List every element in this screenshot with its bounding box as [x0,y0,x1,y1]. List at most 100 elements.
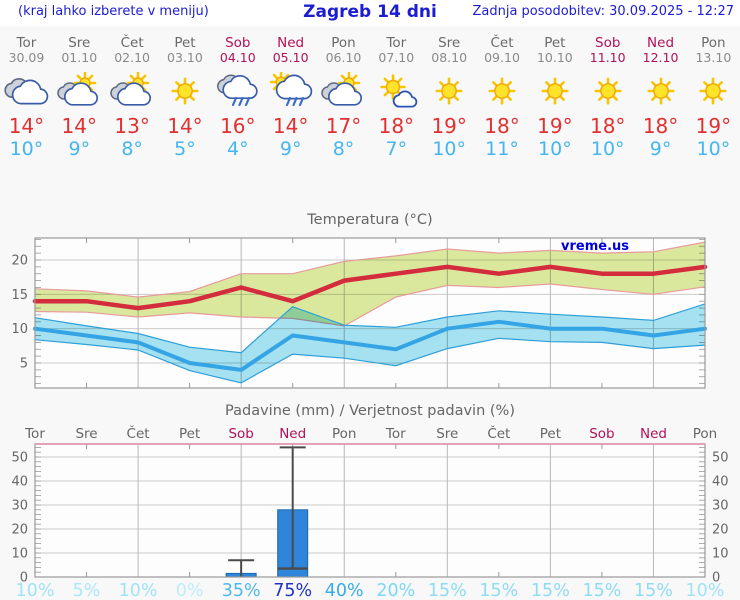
temperature-chart: 5 10 15 20 vreme.us [11,237,708,389]
day-name: Pon [331,35,356,51]
day-date: 03.10 [167,50,203,65]
day-name: Sob [595,35,621,51]
last-updated-text: Zadnja posodobitev: 30.09.2025 - 12:27 [472,4,734,19]
temp-y-tick-label: 15 [11,288,28,303]
day-column: Pon 06.10 17° 8° [317,30,370,160]
precip-day-label: Tor [385,426,406,442]
day-column: Pet 10.10 19° 10° [528,30,581,161]
sunny-icon [159,72,212,112]
precip-day-label: Sre [436,426,458,442]
min-temp: 10° [538,138,572,160]
precip-probability: 20% [376,581,415,600]
max-temp: 18° [642,114,679,138]
partly-cloudy-icon [317,72,370,112]
precip-probability: 15% [479,581,518,600]
precip-day-label: Pon [693,426,717,442]
precip-probability: 10% [119,581,158,600]
temp-y-tick-label: 10 [11,322,28,337]
precip-day-label: Čet [487,425,510,442]
day-column: Čet 09.10 18° 11° [476,30,529,161]
precip-y-tick-label-left: 10 [11,547,28,562]
cloudy-icon [0,72,53,112]
max-temp-band [35,242,705,326]
min-temp: 4° [227,138,249,160]
mostly-sunny-icon [370,72,423,112]
max-temp: 18° [484,114,520,138]
rain-icon [211,72,264,112]
precip-y-tick-label-left: 40 [11,475,28,490]
day-date: 07.10 [378,50,415,65]
min-temp: 9° [649,138,672,160]
precip-day-label: Ned [279,426,306,442]
precip-probability: 35% [222,581,261,600]
day-column: Ned 12.10 18° 9° [634,30,687,161]
precip-probability: 15% [634,581,673,600]
temp-y-tick-label: 5 [20,357,28,372]
min-temp: 11° [485,138,519,160]
min-temp: 8° [121,138,143,160]
max-temp-line [32,264,708,311]
precip-day-label: Pet [179,426,200,442]
precip-day-label: Pet [540,426,561,442]
partly-cloudy-icon [53,72,106,112]
min-temp: 10° [696,138,731,160]
precip-y-tick-label-right: 40 [712,475,729,490]
day-date: 05.10 [272,50,309,65]
day-date: 08.10 [431,50,468,65]
max-temp: 14° [167,114,203,138]
min-temp: 10° [590,138,625,160]
day-column: Sre 08.10 19° 10° [423,30,476,161]
day-column: Pon 13.10 19° 10° [687,30,740,161]
day-name: Tor [386,35,407,51]
precipitation-chart: Tor Sre Čet Pet Sob Ned Pon Tor Sre Čet Pet Sob Ned P… [11,425,729,600]
precip-y-tick-label-right: 30 [712,499,729,514]
day-date: 04.10 [219,50,256,65]
min-temp: 5° [174,138,196,160]
day-date: 30.09 [8,50,45,65]
precip-y-tick-label-left: 0 [20,571,28,586]
max-temp: 14° [61,114,97,138]
day-name: Pet [544,35,566,51]
max-temp: 14° [272,114,309,138]
precip-y-tick-label-left: 20 [11,523,28,538]
precip-y-tick-label-right: 20 [712,523,729,538]
min-temp-line [33,319,707,372]
page-title: Zagreb 14 dni [303,2,437,22]
precip-probability: 10% [686,581,725,600]
min-temp: 8° [332,138,355,160]
sunny-icon [581,72,634,112]
day-name: Pon [701,35,726,51]
max-temp: 14° [8,114,45,138]
max-temp: 19° [537,114,573,138]
precip-probability: 15% [428,581,467,600]
page-header: (kraj lahko izberete v meniju) Zagreb 14… [0,0,740,26]
precip-day-label: Pon [332,426,356,442]
partly-cloudy-icon [106,72,159,112]
min-temp: 10° [432,138,467,160]
day-column: Tor 07.10 18° 7° [370,30,423,160]
day-column: Ned 05.10 14° 9° [264,30,317,160]
precip-y-tick-label-right: 50 [712,451,729,466]
sunny-icon [476,72,529,112]
precip-y-tick-label-left: 50 [11,451,28,466]
min-temp: 7° [385,138,408,160]
max-temp: 19° [695,114,732,138]
watermark-link[interactable]: vreme.us [561,239,629,254]
precip-probability: 15% [582,581,621,600]
day-name: Čet [490,35,514,51]
day-date: 13.10 [695,50,732,65]
day-date: 09.10 [484,50,520,65]
sunny-icon [423,72,476,112]
sunny-icon [528,72,581,112]
precip-day-label: Sre [75,426,97,442]
max-temp: 13° [114,114,150,138]
day-name: Čet [120,35,144,51]
day-column: Čet 02.10 13° 8° [106,30,159,160]
precip-day-label: Čet [127,425,150,442]
precip-day-label: Ned [640,426,667,442]
max-temp: 18° [589,114,626,138]
precip-probability: 0% [176,581,204,600]
menu-hint-text: (kraj lahko izberete v meniju) [18,4,209,19]
day-date: 12.10 [642,50,679,65]
